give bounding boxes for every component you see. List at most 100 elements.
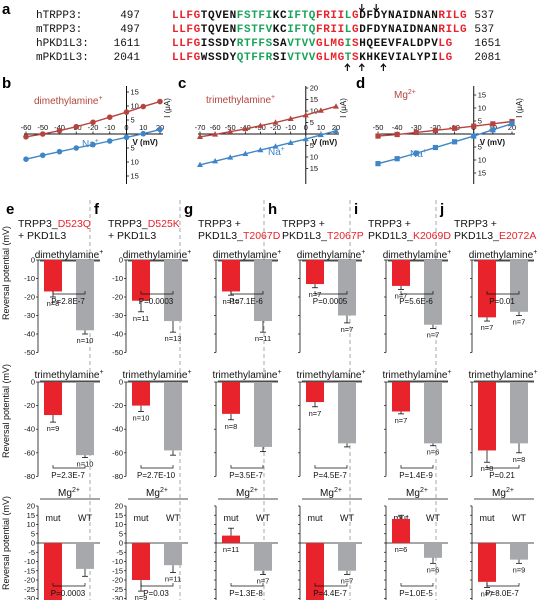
residue: R xyxy=(438,24,445,36)
ion-charge: 2+ xyxy=(506,487,514,494)
sample-size: n=13 xyxy=(165,334,182,343)
residue: L xyxy=(345,24,352,36)
data-point xyxy=(395,156,400,161)
data-point xyxy=(107,138,113,144)
residue: T xyxy=(251,10,258,22)
ion-name: trimethylamine xyxy=(468,370,533,381)
residue: T xyxy=(294,38,301,50)
y-tick-label: 15 xyxy=(478,169,486,178)
y-tick-label: -60 xyxy=(24,448,35,457)
y-tick-label: 5 xyxy=(31,529,35,538)
panel-letter-e: e xyxy=(6,201,14,218)
residue: T xyxy=(244,52,251,64)
legend-label-na: Na+ xyxy=(410,148,427,160)
ion-label: Mg2+ xyxy=(320,487,342,499)
residue: Y xyxy=(230,52,237,64)
sample-size: n=11 xyxy=(165,575,181,584)
residue: L xyxy=(323,38,330,50)
residue: N xyxy=(417,24,424,36)
residue: A xyxy=(424,24,431,36)
y-tick-label: -15 xyxy=(112,566,123,575)
p-value: P=0.21 xyxy=(489,471,515,480)
ion-label: Mg2+ xyxy=(146,487,168,499)
y-tick-label: -30 xyxy=(24,311,35,320)
residue: I xyxy=(431,52,438,64)
p-value: P=0.0003 xyxy=(139,297,174,306)
y-tick-label: -20 xyxy=(112,576,123,585)
bar-label-wt: WT xyxy=(426,513,440,523)
bar-mut xyxy=(392,382,410,412)
residue: S xyxy=(352,52,359,64)
residue: R xyxy=(323,10,330,22)
ion-name: dimethylamine xyxy=(297,250,362,261)
sample-size: n=9 xyxy=(513,565,526,574)
residue: A xyxy=(402,52,409,64)
ion-name: Mg xyxy=(320,488,334,499)
residue: T xyxy=(302,10,309,22)
ion-label: trimethylamine+ xyxy=(468,369,537,381)
construct-title: TRPP3_D523Q xyxy=(18,218,91,230)
sequence-end: 537 xyxy=(474,10,494,22)
bar-wt xyxy=(254,543,272,571)
p-value: P=0.01 xyxy=(489,297,515,306)
residue: G xyxy=(352,10,359,22)
residue: L xyxy=(410,52,417,64)
y-axis-title: Reversal potential (mV) xyxy=(1,496,11,590)
residue: N xyxy=(230,10,237,22)
residue: L xyxy=(453,24,460,36)
residue: I xyxy=(402,24,409,36)
data-point xyxy=(140,104,146,110)
y-tick-label: -50 xyxy=(112,348,123,357)
panel-letter-g: g xyxy=(184,201,193,218)
bar-wt xyxy=(338,382,356,443)
residue: F xyxy=(395,38,402,50)
residue: T xyxy=(244,38,251,50)
y-tick-label: -80 xyxy=(112,472,123,481)
ion-name: Mg xyxy=(492,488,506,499)
construct-label: TRPP3 + xyxy=(282,218,325,230)
ion-label: dimethylamine+ xyxy=(383,249,452,261)
y-tick-label: 0 xyxy=(31,256,35,265)
data-point xyxy=(73,145,79,151)
data-point xyxy=(490,121,495,126)
data-point xyxy=(509,121,514,126)
bar-mut xyxy=(222,382,240,414)
sequence-end: 537 xyxy=(474,24,494,36)
bar-label-wt: WT xyxy=(166,513,180,523)
significance-bracket xyxy=(141,465,173,468)
residue: N xyxy=(388,10,395,22)
ion-label: trimethylamine+ xyxy=(296,369,365,381)
bar-wt xyxy=(164,260,182,321)
residue: F xyxy=(251,38,258,50)
y-tick-label: -30 xyxy=(24,594,35,600)
iv-panel-c: c-70-60-50-40-30-20-1001020201510551015I… xyxy=(178,75,348,184)
bar-mut xyxy=(306,260,324,284)
residue: G xyxy=(194,24,201,36)
residue: D xyxy=(359,10,366,22)
panel-letter-i: i xyxy=(354,201,358,218)
sample-size: n=8 xyxy=(225,422,238,431)
y-tick-label: 15 xyxy=(310,164,318,173)
data-point xyxy=(395,132,400,137)
residue: L xyxy=(179,38,186,50)
residue: E xyxy=(222,10,229,22)
residue: L xyxy=(172,24,179,36)
ion-name: trimethylamine xyxy=(212,370,277,381)
x-tick-label: -10 xyxy=(104,123,115,132)
residue: Q xyxy=(366,38,373,50)
construct-label: PKD1L3_ xyxy=(454,230,499,242)
ion-label: dimethylamine+ xyxy=(213,249,282,261)
residue: I xyxy=(446,24,453,36)
ion-name: trimethylamine xyxy=(122,370,187,381)
series-name: dimethylamine xyxy=(34,96,99,107)
y-tick-label: 0 xyxy=(119,539,123,548)
series-name: trimethylamine xyxy=(206,95,271,106)
panel-letter-c: c xyxy=(178,75,186,92)
residue: F xyxy=(258,24,265,36)
y-tick-label: -20 xyxy=(24,293,35,302)
ion-label: trimethylamine+ xyxy=(212,369,281,381)
residue: D xyxy=(359,24,366,36)
residue: L xyxy=(179,24,186,36)
bar-chart-cell: Mg2+mutWT20151050-5-10-15-20-25-30-35-40… xyxy=(112,487,188,600)
bar-chart-cell: trimethylamine+mutWT0-20-40-60-80n=10P=2… xyxy=(112,369,191,481)
